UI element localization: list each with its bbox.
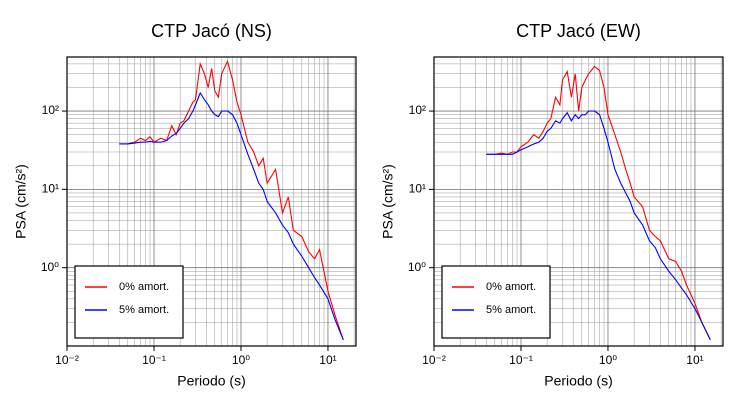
line-series [486,65,711,341]
legend-label: 5% amort. [119,304,169,316]
line-series [119,91,344,341]
x-tick-label: 10⁰ [232,353,250,367]
y-tick-label: 10⁰ [41,260,59,274]
legend-label: 5% amort. [486,304,536,316]
legend-box [441,265,551,339]
plot-frame [433,56,724,347]
x-tick-label: 10⁰ [599,353,617,367]
chart: CTP Jacó (EW) 10⁻² 10⁻¹ 10⁰ 10¹ 10⁰ 10¹ 10² Peri… [380,21,724,389]
line-series [119,59,344,340]
x-tick-label: 10⁻² [422,353,446,367]
y-axis-label: PSA (cm/s²) [13,164,29,239]
x-tick-label: 10⁻¹ [509,353,533,367]
legend-label: 0% amort. [119,281,169,293]
legend-box [74,265,184,339]
plot-frame [66,56,357,347]
x-tick-label: 10¹ [319,353,336,367]
chart: CTP Jacó (NS) 10⁻² 10⁻¹ 10⁰ 10¹ 10⁰ 10¹ 10² Peri… [13,21,357,389]
y-tick-label: 10⁰ [408,260,426,274]
line-series [486,110,711,341]
chart-title: CTP Jacó (EW) [516,21,641,41]
chart-title: CTP Jacó (NS) [151,21,272,41]
x-tick-label: 10¹ [686,353,703,367]
legend-label: 0% amort. [486,281,536,293]
y-tick-label: 10¹ [42,182,59,196]
y-tick-label: 10² [409,103,426,117]
y-tick-label: 10² [42,103,59,117]
y-tick-label: 10¹ [409,182,426,196]
y-axis-label: PSA (cm/s²) [380,164,396,239]
x-tick-label: 10⁻¹ [142,353,166,367]
x-axis-label: Periodo (s) [544,373,612,389]
x-tick-label: 10⁻² [55,353,79,367]
x-axis-label: Periodo (s) [177,373,245,389]
